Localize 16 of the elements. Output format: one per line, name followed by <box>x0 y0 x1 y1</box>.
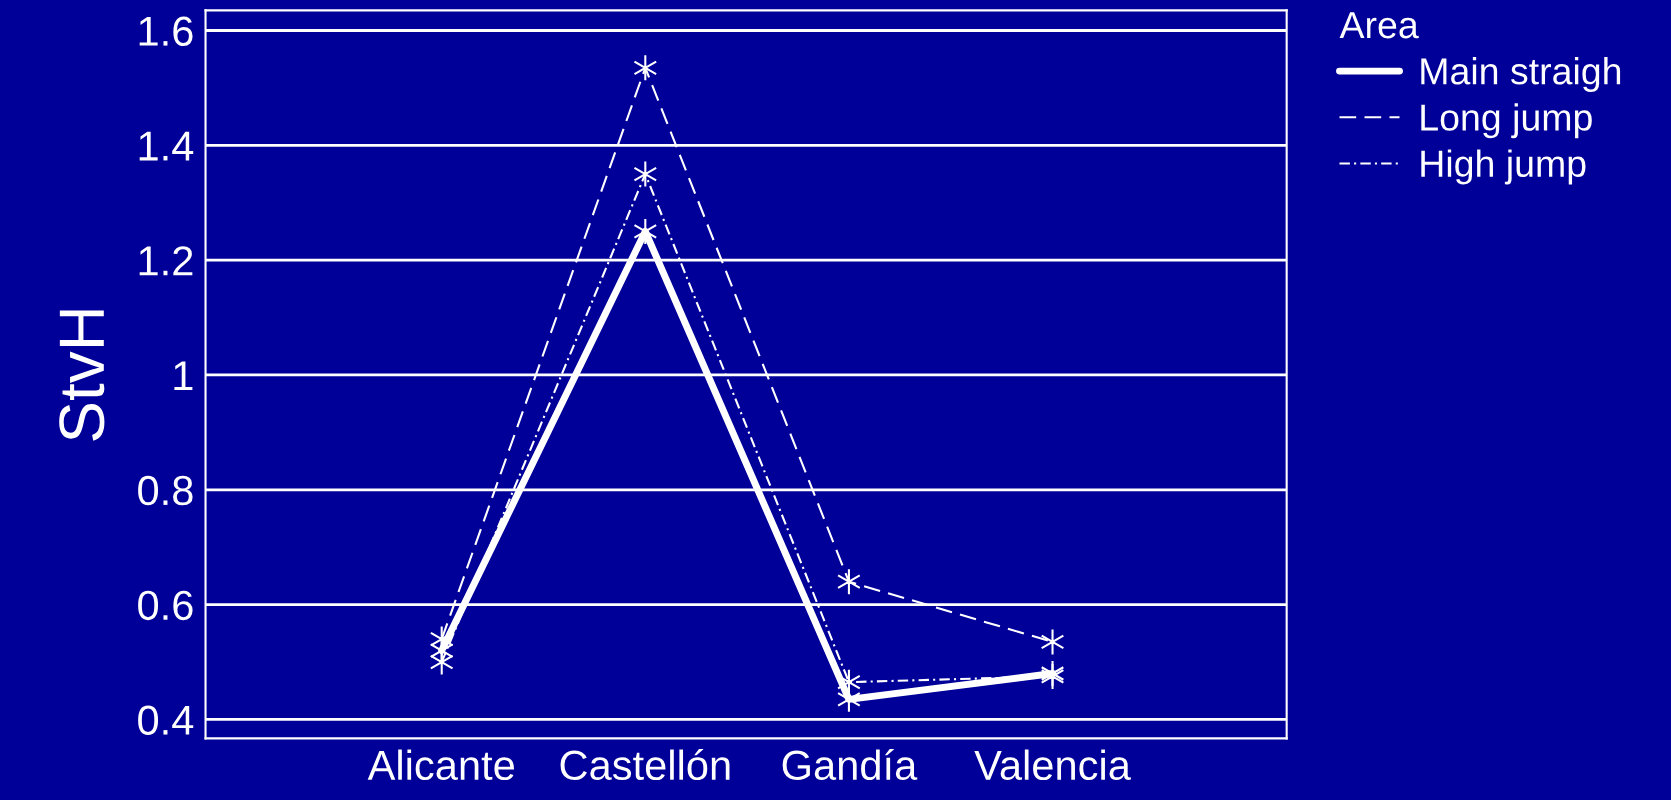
y-tick-label: 1 <box>174 361 193 391</box>
legend-title: Area <box>1339 12 1419 39</box>
x-tick-label: Alicante <box>367 749 514 781</box>
y-axis-title: StvH <box>59 310 105 441</box>
legend-label: Main straigh <box>1421 57 1621 92</box>
legend-label: High jump <box>1421 149 1586 185</box>
y-tick-label: 1.4 <box>139 131 194 161</box>
x-tick-label: Castellón <box>560 749 730 781</box>
x-tick-label: Gandía <box>782 749 918 781</box>
y-tick-label: 0.8 <box>138 475 193 506</box>
x-tick-label: Valencia <box>974 749 1131 781</box>
legend-label: Long jump <box>1421 103 1592 139</box>
y-tick-label: 1.6 <box>139 16 193 46</box>
y-tick-label: 0.6 <box>138 590 193 621</box>
y-tick-label: 1.2 <box>139 246 193 276</box>
y-tick-label: 0.4 <box>138 705 194 735</box>
